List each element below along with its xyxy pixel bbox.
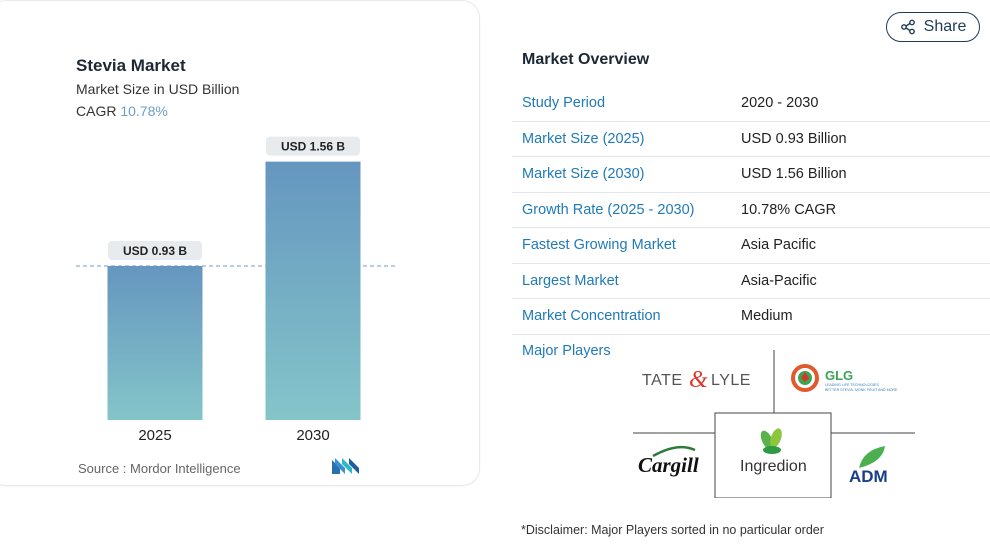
- overview-row: Growth Rate (2025 - 2030) 10.78% CAGR: [512, 193, 990, 228]
- overview-value: USD 0.93 Billion: [741, 130, 847, 147]
- glg-logo: GLG LEADING LIFE TECHNOLOGIES BETTER STE…: [791, 364, 898, 392]
- share-icon: [900, 19, 915, 35]
- overview-value: Asia Pacific: [741, 237, 816, 253]
- value-label: USD 1.56 B: [281, 140, 345, 154]
- major-players-label: Major Players: [522, 343, 611, 359]
- tate-lyle-logo: TATE & LYLE: [642, 367, 751, 393]
- bar-2030: [265, 161, 361, 420]
- overview-key: Market Size (2030): [522, 166, 645, 182]
- value-label-bg: [266, 136, 360, 156]
- chart-card: [0, 0, 480, 486]
- disclaimer: *Disclaimer: Major Players sorted in no …: [521, 523, 824, 537]
- ingredion-text: Ingredion: [740, 458, 807, 475]
- value-label: USD 0.93 B: [123, 244, 187, 258]
- overview-row: Largest Market Asia-Pacific: [512, 264, 990, 299]
- glg-tagline-2: BETTER STEVIA. MONK FRUIT AND MORE: [825, 388, 898, 392]
- cargill-logo: Cargill: [638, 445, 699, 477]
- overview-row: Market Size (2030) USD 1.56 Billion: [512, 157, 990, 193]
- overview-row: Market Size (2025) USD 0.93 Billion: [512, 122, 990, 157]
- mordor-logo-icon: [332, 458, 359, 474]
- cagr-value: 10.78%: [120, 103, 168, 119]
- overview-key: Largest Market: [522, 272, 619, 289]
- cargill-leaf-icon: [652, 445, 696, 458]
- cagr-text: CAGR 10.78%: [76, 103, 168, 119]
- adm-leaf-icon: [859, 446, 885, 468]
- chart-title: Stevia Market: [76, 56, 186, 75]
- overview-table: Study Period 2020 - 2030 Market Size (202…: [512, 86, 990, 335]
- lyle-text: LYLE: [711, 372, 751, 389]
- share-button[interactable]: Share: [886, 12, 980, 42]
- tate-text: TATE: [642, 372, 683, 389]
- overview-key: Market Concentration: [522, 308, 661, 324]
- bar-2025: [107, 265, 203, 420]
- ingredion-logo: Ingredion: [740, 428, 807, 475]
- overview-value: Medium: [741, 308, 793, 324]
- overview-row: Market Concentration Medium: [512, 299, 990, 335]
- major-players-grid: TATE & LYLE GLG LEADING LIFE TECHNOLOGIE…: [633, 350, 915, 498]
- maple-leaf-icon: [801, 372, 809, 382]
- bar-chart: USD 0.93 B 2025 USD 1.56 B 2030: [76, 136, 396, 444]
- overview-value: USD 1.56 Billion: [741, 166, 847, 182]
- x-tick-label: 2030: [296, 427, 329, 444]
- source-text: Source : Mordor Intelligence: [78, 461, 241, 476]
- overview-title: Market Overview: [522, 51, 650, 68]
- overview-value: 10.78% CAGR: [741, 201, 837, 218]
- value-label-bg: [108, 240, 202, 260]
- overview-row: Study Period 2020 - 2030: [512, 86, 990, 122]
- ampersand-icon: &: [689, 367, 708, 393]
- chart-subtitle: Market Size in USD Billion: [76, 81, 240, 97]
- overview-value: Asia-Pacific: [741, 272, 817, 289]
- overview-row: Fastest Growing Market Asia Pacific: [512, 228, 990, 264]
- glg-tagline-1: LEADING LIFE TECHNOLOGIES: [825, 383, 879, 387]
- share-label: Share: [923, 18, 967, 35]
- overview-key: Fastest Growing Market: [522, 237, 676, 253]
- adm-logo: ADM: [849, 446, 888, 486]
- cagr-label: CAGR: [76, 103, 117, 119]
- glg-name: GLG: [825, 368, 853, 383]
- x-tick-label: 2025: [138, 427, 171, 444]
- adm-text: ADM: [849, 467, 888, 486]
- overview-value: 2020 - 2030: [741, 95, 819, 111]
- overview-key: Study Period: [522, 95, 606, 111]
- cargill-text: Cargill: [638, 453, 699, 477]
- overview-key: Market Size (2025): [522, 130, 645, 147]
- overview-key: Growth Rate (2025 - 2030): [522, 201, 695, 218]
